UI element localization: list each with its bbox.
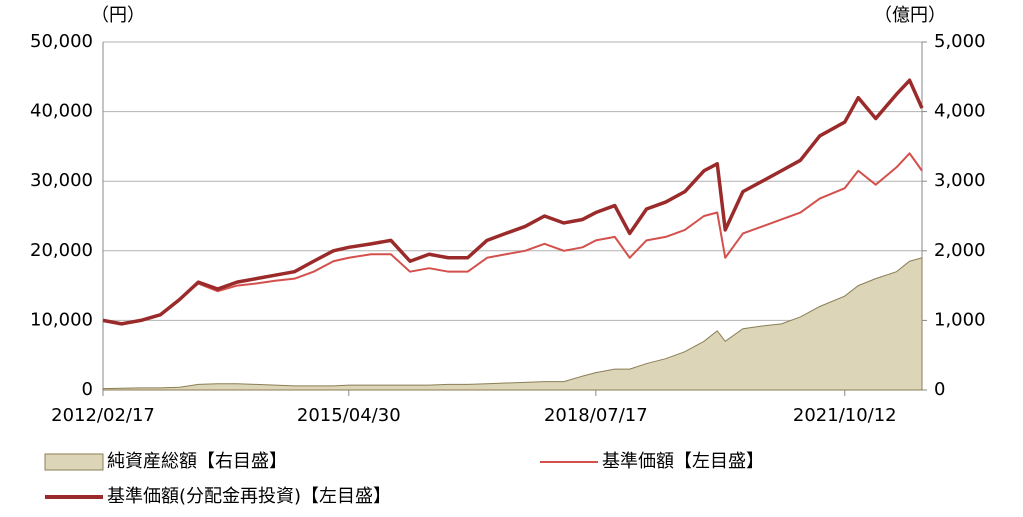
- y2-axis-label: （億円）: [874, 5, 946, 26]
- y-tick-label: 0: [82, 379, 93, 400]
- x-tick-label: 2012/02/17: [51, 405, 155, 426]
- legend-label: 基準価額【左目盛】: [602, 451, 764, 472]
- y-tick-label: 30,000: [30, 170, 93, 191]
- area: [102, 257, 923, 391]
- y2-tick-label: 3,000: [934, 170, 986, 191]
- y2-tick-label: 0: [934, 379, 945, 400]
- legend-swatch: [44, 453, 104, 471]
- y-axis-label: （円）: [91, 5, 145, 26]
- x-tick-label: 2018/07/17: [544, 405, 648, 426]
- x-tick-label: 2015/04/30: [297, 405, 401, 426]
- line: [102, 78, 924, 326]
- y-tick-label: 20,000: [30, 240, 93, 261]
- y-tick-label: 40,000: [30, 101, 93, 122]
- line: [102, 152, 923, 325]
- y2-tick-label: 5,000: [934, 31, 986, 52]
- y-tick-label: 10,000: [30, 309, 93, 330]
- legend-label: 基準価額(分配金再投資)【左目盛】: [107, 486, 391, 507]
- y2-tick-label: 4,000: [934, 101, 986, 122]
- legend-label: 純資産総額【右目盛】: [107, 451, 287, 472]
- y2-tick-label: 2,000: [934, 240, 986, 261]
- y-tick-label: 50,000: [30, 31, 93, 52]
- y2-tick-label: 1,000: [934, 309, 986, 330]
- x-tick-label: 2021/10/12: [793, 405, 897, 426]
